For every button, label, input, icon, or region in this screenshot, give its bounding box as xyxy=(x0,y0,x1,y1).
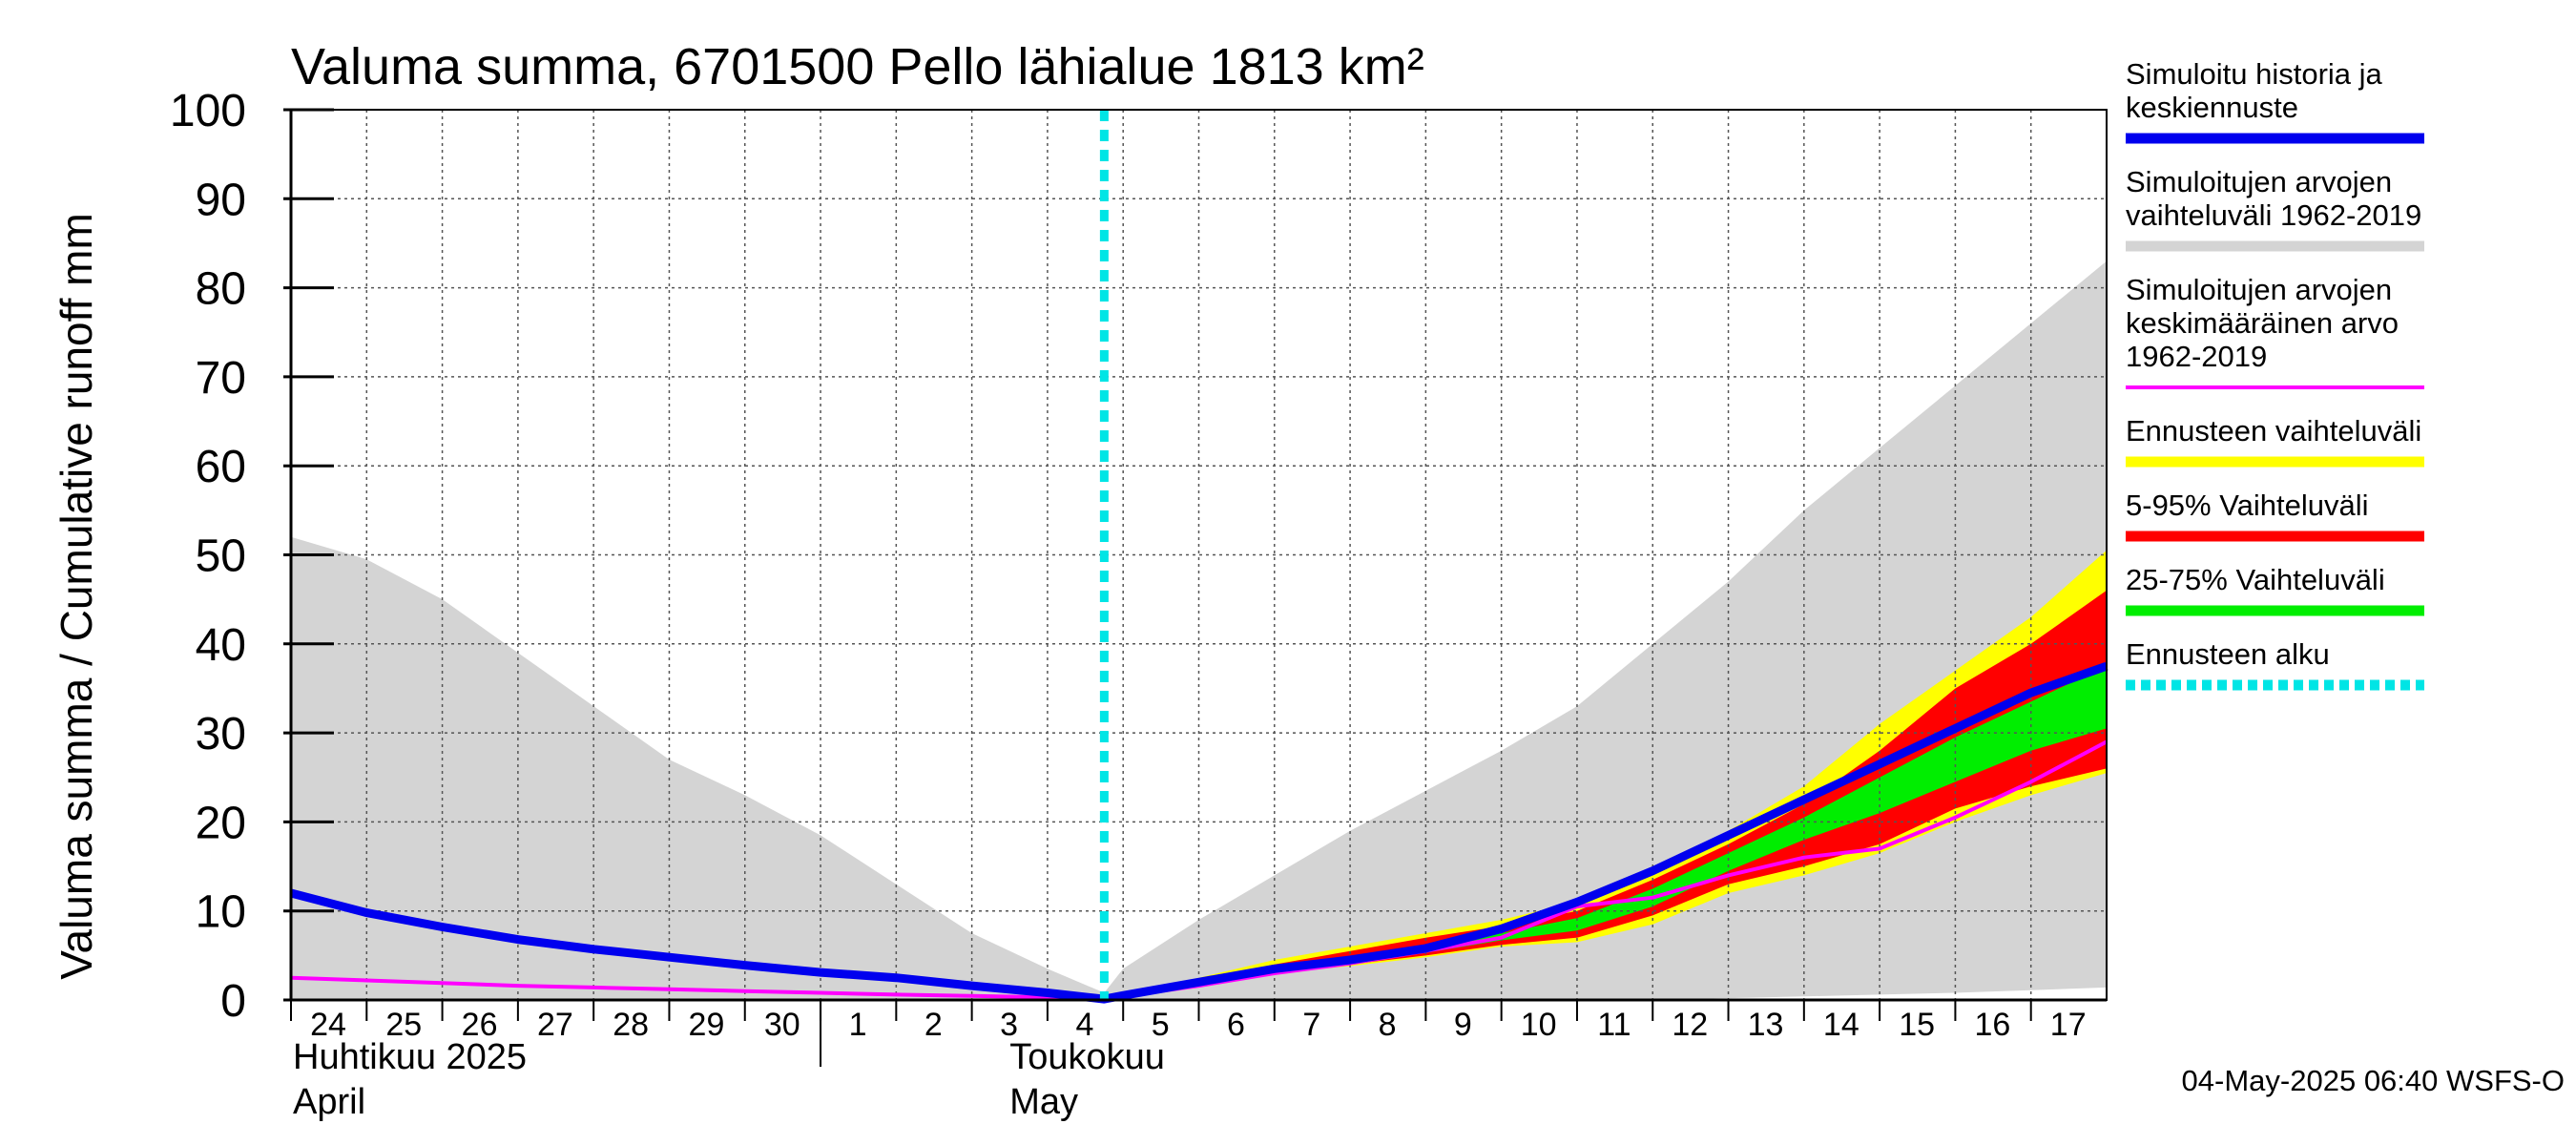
series-line-1 xyxy=(289,661,2109,1004)
y-tick-label: 50 xyxy=(196,531,246,582)
legend-label: 1962-2019 xyxy=(2126,340,2267,373)
y-tick-label: 100 xyxy=(170,86,246,136)
plot-area xyxy=(289,109,2109,1004)
x-axis: 24 25 26 27 28 29 30 1 2 3 4 5 6 7 8 9 10 11 12 13 14 15 16 17H… xyxy=(290,1000,2087,1122)
timestamp-footer: 04-May-2025 06:40 WSFS-O xyxy=(2182,1064,2565,1097)
y-tick-label: 40 xyxy=(196,620,246,671)
legend-label: 25-75% Vaihteluväli xyxy=(2126,563,2385,596)
legend-item-3: Ennusteen vaihteluväli xyxy=(2126,414,2424,468)
legend-label: Simuloitujen arvojen xyxy=(2126,165,2392,198)
legend-label: Ennusteen alku xyxy=(2126,637,2330,671)
month-label-fi: Huhtikuu 2025 xyxy=(293,1037,527,1077)
x-tick-label: 25 xyxy=(385,1007,422,1043)
legend-item-4: 5-95% Vaihteluväli xyxy=(2126,489,2424,542)
x-tick-label: 4 xyxy=(1075,1007,1093,1043)
month-label-en: April xyxy=(293,1082,365,1122)
y-tick-label: 0 xyxy=(220,976,246,1027)
y-tick-label: 80 xyxy=(196,264,246,315)
y-tick-label: 60 xyxy=(196,442,246,492)
legend-label: keskimääräinen arvo xyxy=(2126,306,2399,340)
x-tick-label: 15 xyxy=(1899,1007,1935,1043)
x-tick-label: 12 xyxy=(1672,1007,1708,1043)
x-tick-label: 16 xyxy=(1975,1007,2011,1043)
x-tick-label: 11 xyxy=(1597,1007,1631,1043)
month-label-en: May xyxy=(1009,1082,1078,1122)
x-tick-label: 29 xyxy=(689,1007,725,1043)
legend: Simuloitu historia jakeskiennusteSimuloi… xyxy=(2126,57,2424,691)
x-tick-label: 6 xyxy=(1227,1007,1245,1043)
y-axis-label: Valuma summa / Cumulative runoff mm xyxy=(52,213,101,980)
x-tick-label: 2 xyxy=(924,1007,943,1043)
x-tick-label: 13 xyxy=(1748,1007,1784,1043)
x-tick-label: 7 xyxy=(1302,1007,1320,1043)
x-tick-label: 8 xyxy=(1379,1007,1397,1043)
x-tick-label: 10 xyxy=(1521,1007,1557,1043)
legend-label: Ennusteen vaihteluväli xyxy=(2126,414,2421,448)
y-tick-label: 20 xyxy=(196,798,246,848)
y-tick-label: 70 xyxy=(196,353,246,404)
x-tick-label: 1 xyxy=(849,1007,867,1043)
x-tick-label: 5 xyxy=(1152,1007,1170,1043)
band-0 xyxy=(291,260,2107,1001)
y-tick-label: 30 xyxy=(196,709,246,760)
y-tick-label: 90 xyxy=(196,175,246,225)
legend-item-6: Ennusteen alku xyxy=(2126,637,2424,691)
y-axis: 0 10 20 30 40 50 60 70 80 90 100 xyxy=(170,86,334,1027)
legend-item-5: 25-75% Vaihteluväli xyxy=(2126,563,2424,616)
x-tick-label: 3 xyxy=(1000,1007,1018,1043)
x-tick-label: 9 xyxy=(1454,1007,1472,1043)
x-tick-label: 26 xyxy=(462,1007,498,1043)
legend-label: Simuloitujen arvojen xyxy=(2126,273,2392,306)
x-tick-label: 28 xyxy=(613,1007,649,1043)
x-tick-label: 24 xyxy=(310,1007,346,1043)
legend-label: keskiennuste xyxy=(2126,91,2298,124)
chart-title: Valuma summa, 6701500 Pello lähialue 181… xyxy=(291,38,1424,95)
legend-label: vaihteluväli 1962-2019 xyxy=(2126,198,2421,232)
legend-label: Simuloitu historia ja xyxy=(2126,57,2383,91)
x-tick-label: 14 xyxy=(1823,1007,1859,1043)
legend-label: 5-95% Vaihteluväli xyxy=(2126,489,2368,522)
y-tick-label: 10 xyxy=(196,887,246,938)
x-tick-label: 17 xyxy=(2050,1007,2087,1043)
x-tick-label: 27 xyxy=(537,1007,573,1043)
x-tick-label: 30 xyxy=(764,1007,800,1043)
month-label-fi: Toukokuu xyxy=(1009,1037,1165,1077)
